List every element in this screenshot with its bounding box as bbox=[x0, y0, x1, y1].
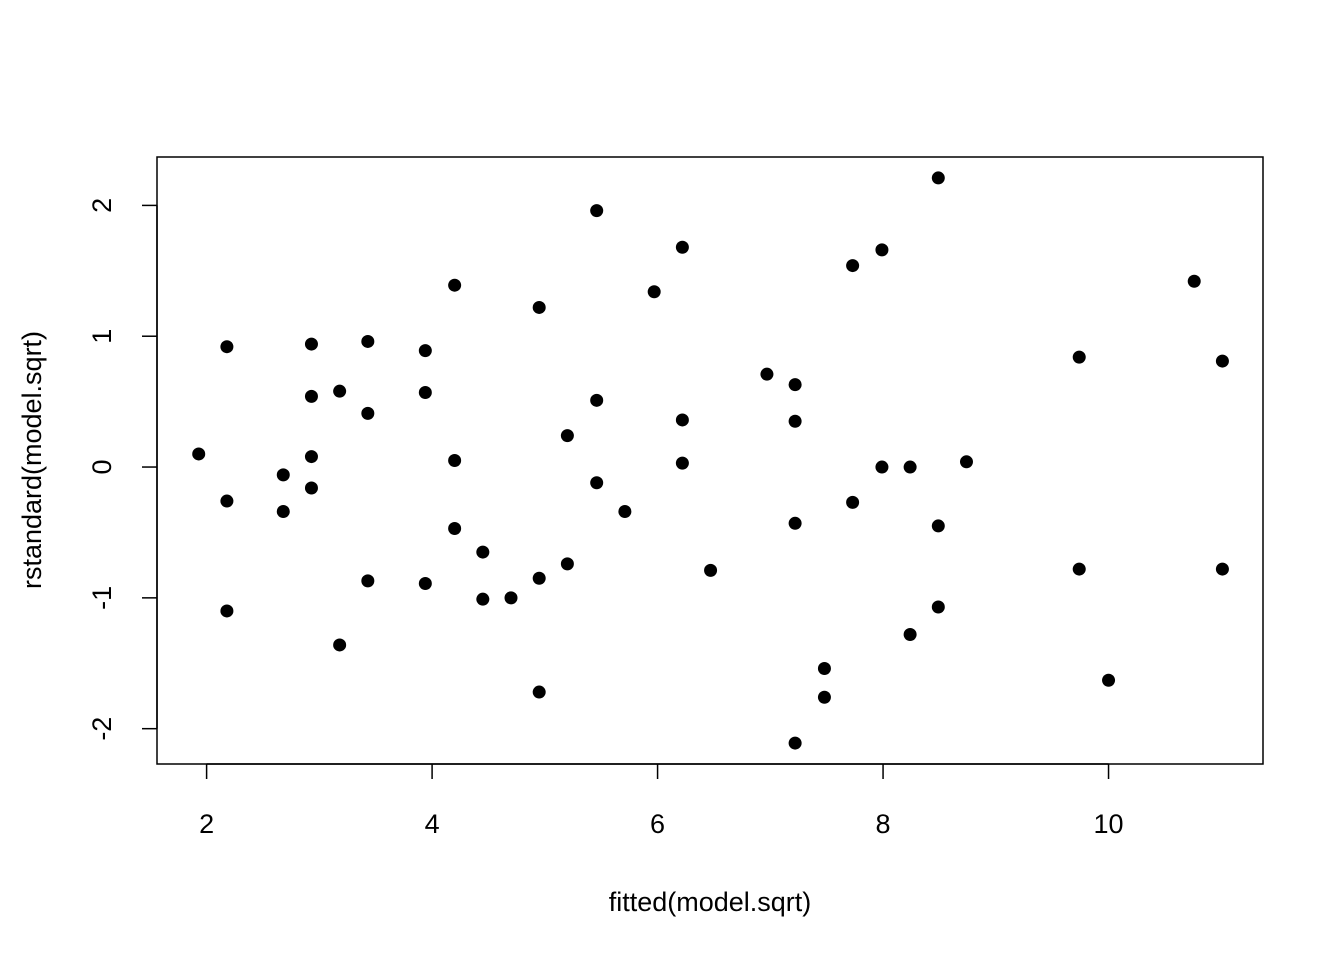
data-point bbox=[504, 591, 518, 605]
data-point bbox=[931, 519, 945, 533]
data-point bbox=[590, 204, 604, 218]
data-point bbox=[875, 243, 889, 257]
data-point bbox=[361, 406, 375, 420]
x-tick-label: 2 bbox=[199, 809, 214, 839]
data-point bbox=[1215, 562, 1229, 576]
x-tick-label: 6 bbox=[650, 809, 665, 839]
y-tick-label: 0 bbox=[87, 460, 117, 475]
data-point bbox=[846, 495, 860, 509]
data-point bbox=[220, 494, 234, 508]
x-axis-label: fitted(model.sqrt) bbox=[609, 887, 812, 917]
plot-frame bbox=[156, 156, 1264, 765]
data-point bbox=[418, 385, 432, 399]
data-point bbox=[675, 413, 689, 427]
data-point bbox=[618, 505, 632, 519]
data-point bbox=[931, 171, 945, 185]
y-axis-label: rstandard(model.sqrt) bbox=[17, 331, 47, 589]
data-point bbox=[675, 456, 689, 470]
data-point bbox=[304, 481, 318, 495]
data-point bbox=[560, 557, 574, 571]
data-point bbox=[959, 455, 973, 469]
data-point bbox=[817, 690, 831, 704]
x-tick-label: 10 bbox=[1094, 809, 1124, 839]
data-point bbox=[532, 300, 546, 314]
data-point bbox=[192, 447, 206, 461]
data-point bbox=[903, 627, 917, 641]
data-point bbox=[333, 384, 347, 398]
data-point bbox=[361, 334, 375, 348]
data-point bbox=[476, 592, 490, 606]
data-point bbox=[418, 344, 432, 358]
data-point bbox=[304, 450, 318, 464]
data-point bbox=[760, 367, 774, 381]
x-tick-label: 4 bbox=[425, 809, 440, 839]
data-point bbox=[788, 516, 802, 530]
data-point bbox=[1072, 562, 1086, 576]
y-tick-label: 2 bbox=[87, 198, 117, 213]
data-point bbox=[1072, 350, 1086, 364]
data-point bbox=[817, 662, 831, 676]
data-point bbox=[448, 522, 462, 536]
data-point bbox=[361, 574, 375, 588]
data-point bbox=[788, 414, 802, 428]
y-tick-label: 1 bbox=[87, 329, 117, 344]
data-point bbox=[560, 429, 574, 443]
x-tick-label: 8 bbox=[876, 809, 891, 839]
x-axis: 2 4 6 8 10 bbox=[199, 763, 1124, 839]
data-points bbox=[192, 171, 1229, 750]
data-point bbox=[903, 460, 917, 474]
data-point bbox=[276, 505, 290, 519]
data-point bbox=[476, 545, 490, 559]
data-point bbox=[1215, 354, 1229, 368]
data-point bbox=[418, 576, 432, 590]
data-point bbox=[590, 393, 604, 407]
data-point bbox=[220, 340, 234, 354]
y-axis: -2 -1 0 1 2 bbox=[87, 198, 158, 741]
y-tick-label: -2 bbox=[87, 717, 117, 741]
data-point bbox=[276, 468, 290, 482]
data-point bbox=[448, 278, 462, 292]
data-point bbox=[788, 736, 802, 750]
data-point bbox=[333, 638, 347, 652]
data-point bbox=[704, 563, 718, 577]
data-point bbox=[875, 460, 889, 474]
data-point bbox=[675, 240, 689, 254]
data-point bbox=[304, 389, 318, 403]
data-point bbox=[448, 454, 462, 467]
data-point bbox=[788, 378, 802, 392]
data-point bbox=[590, 476, 604, 490]
data-point bbox=[532, 571, 546, 585]
data-point bbox=[1187, 274, 1201, 288]
data-point bbox=[931, 600, 945, 614]
data-point bbox=[846, 259, 860, 273]
data-point bbox=[220, 604, 234, 618]
data-point bbox=[647, 285, 661, 299]
data-point bbox=[532, 685, 546, 699]
data-point bbox=[304, 337, 318, 351]
y-tick-label: -1 bbox=[87, 586, 117, 610]
data-point bbox=[1102, 673, 1116, 687]
